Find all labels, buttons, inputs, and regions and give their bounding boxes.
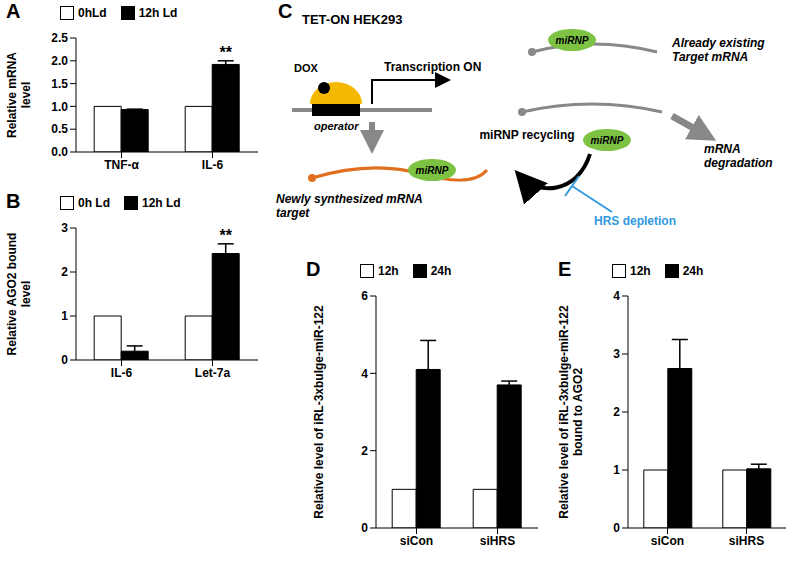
svg-text:IL-6: IL-6 [202, 158, 224, 172]
html-text:Newly synthesized mRNA target: Newly synthesized mRNA target [276, 192, 423, 220]
svg-text:0: 0 [613, 521, 620, 535]
html-text:Relative AGO2 bound level: Relative AGO2 bound level [5, 232, 33, 356]
svg-text:3: 3 [613, 347, 620, 361]
html-text:24h: 24h [430, 264, 452, 278]
svg-text:0.0: 0.0 [51, 145, 68, 159]
html-text:12h: 12h [630, 264, 651, 278]
svg-text:1.5: 1.5 [51, 77, 68, 91]
svg-text:1.0: 1.0 [51, 100, 68, 114]
svg-text:TNF-α: TNF-α [104, 158, 139, 172]
svg-text:2.0: 2.0 [51, 54, 68, 68]
svg-text:2.5: 2.5 [51, 31, 68, 45]
svg-text:siHRS: siHRS [729, 534, 764, 548]
html-text:12h Ld: 12h Ld [142, 196, 181, 210]
svg-text:1: 1 [61, 309, 68, 323]
html-text:B: B [6, 190, 21, 212]
svg-text:2: 2 [613, 405, 620, 419]
html-text:miRNP recycling: miRNP recycling [479, 128, 575, 142]
svg-text:IL-6: IL-6 [111, 366, 133, 380]
html-text:Relative level of iRL-3xbulge-: Relative level of iRL-3xbulge-miR-122 [312, 305, 326, 519]
html-text:E: E [558, 258, 572, 280]
html-text:Relative mRNA level: Relative mRNA level [5, 52, 33, 138]
html-text:Relative level of iRL-3xbulge-: Relative level of iRL-3xbulge-miR-122 bo… [557, 305, 585, 519]
html-text:0h Ld: 0h Ld [78, 196, 110, 210]
html-text:Already existing Target mRNA: Already existing Target mRNA [672, 36, 765, 64]
html-text:DOX: DOX [294, 62, 318, 74]
svg-text:siHRS: siHRS [480, 534, 515, 548]
svg-text:**: ** [219, 227, 232, 244]
svg-text:siCon: siCon [651, 534, 684, 548]
html-text:0hLd: 0hLd [78, 6, 107, 20]
html-text:TET-ON HEK293: TET-ON HEK293 [302, 12, 403, 27]
html-text:miRNP: miRNP [555, 34, 589, 46]
svg-text:1: 1 [613, 463, 620, 477]
html-text:mRNA degradation: mRNA degradation [704, 142, 773, 170]
html-text:24h: 24h [682, 264, 704, 278]
svg-text:siCon: siCon [400, 534, 433, 548]
html-text:12h Ld: 12h Ld [138, 6, 178, 20]
html-text:miRNP: miRNP [415, 164, 449, 176]
svg-text:6: 6 [361, 289, 368, 303]
svg-text:4: 4 [361, 367, 368, 381]
svg-text:2: 2 [361, 444, 368, 458]
svg-text:0: 0 [61, 353, 68, 367]
svg-text:3: 3 [61, 221, 68, 235]
svg-text:0.5: 0.5 [51, 122, 68, 136]
html-text:miRNP: miRNP [590, 134, 624, 146]
svg-text:**: ** [219, 44, 232, 61]
svg-text:Let-7a: Let-7a [195, 366, 231, 380]
html-text:HRS depletion: HRS depletion [594, 214, 676, 228]
html-text:Transcription ON: Transcription ON [384, 60, 482, 74]
svg-text:0: 0 [361, 521, 368, 535]
svg-text:4: 4 [613, 289, 620, 303]
html-text:A: A [6, 0, 21, 22]
html-text:operator: operator [314, 120, 359, 132]
html-text:12h: 12h [378, 264, 399, 278]
svg-text:2: 2 [61, 265, 68, 279]
html-text:D: D [306, 258, 321, 280]
html-text:C: C [278, 0, 293, 22]
